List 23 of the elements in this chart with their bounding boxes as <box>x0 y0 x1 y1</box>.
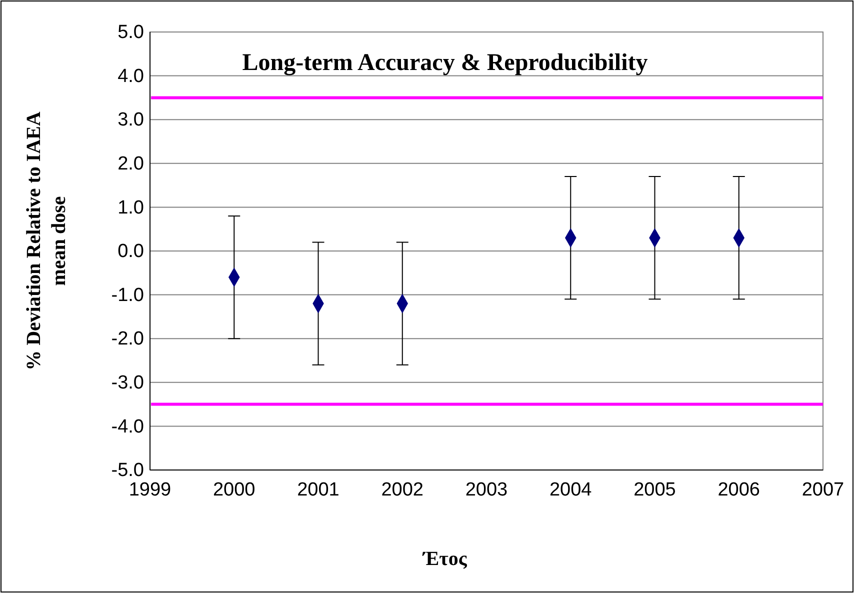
x-tick-label: 2004 <box>549 479 592 500</box>
y-axis-title: % Deviation Relative to IAEA mean dose <box>23 111 70 370</box>
text: Long-term Accuracy & Reproducibility <box>242 50 648 76</box>
x-tick-label: 2007 <box>802 479 844 500</box>
x-tick-label: 2002 <box>381 479 424 500</box>
y-tick-label: 0.0 <box>118 241 144 262</box>
x-tick-label: 2000 <box>212 479 256 500</box>
y-tick-label: -2.0 <box>111 328 144 350</box>
y-tick-label: 5.0 <box>118 22 144 44</box>
y-tick-label: 4.0 <box>118 66 144 87</box>
x-tick-label: 2005 <box>634 479 676 500</box>
y-tick-label: 3.0 <box>118 110 144 131</box>
y-tick-label: -3.0 <box>111 372 144 394</box>
y-tick-label: -4.0 <box>111 416 144 438</box>
y-tick-label: 2.0 <box>118 153 144 174</box>
y-tick-label: -5.0 <box>111 460 144 482</box>
y-tick-label: 1.0 <box>118 197 144 218</box>
x-tick-label: 2006 <box>718 479 760 500</box>
x-axis-title: Έτος <box>422 548 468 570</box>
x-tick-label: 2003 <box>465 479 508 500</box>
x-tick-label: 2001 <box>297 479 340 500</box>
x-tick-label: 1999 <box>128 479 172 500</box>
y-tick-label: -1.0 <box>111 284 144 306</box>
